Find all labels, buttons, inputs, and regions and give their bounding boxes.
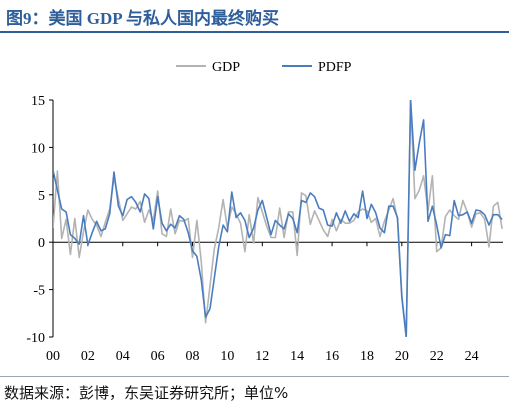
x-tick-label: 12 [255,349,269,364]
x-tick-label: 06 [151,349,165,364]
x-tick-label: 22 [430,349,444,364]
x-tick-label: 08 [186,349,200,364]
x-tick-label: 02 [81,349,95,364]
y-tick-label: -10 [26,331,45,346]
y-tick-label: -5 [33,284,45,299]
x-tick-label: 24 [465,349,479,364]
x-tick-label: 20 [395,349,409,364]
x-tick-label: 16 [325,349,339,364]
chart-legend: GDP PDFP [176,60,352,75]
source-note: 数据来源：彭博，东吴证券研究所；单位% [4,384,289,402]
title-rule [0,31,509,33]
x-tick-label: 00 [46,349,60,364]
y-tick-label: 10 [31,141,45,156]
series-line-pdfp [53,100,503,337]
x-tick-label: 04 [116,349,130,364]
chart-axes: -10 -5 0 5 10 15 00 02 04 06 08 10 12 14 16 18 20 22 24 [26,94,503,364]
line-chart: -10 -5 0 5 10 15 00 02 04 06 08 10 12 14 16 18 20 22 24 GD… [26,60,503,364]
legend-label-gdp: GDP [212,60,240,75]
y-tick-label: 15 [31,94,45,109]
chart-title: 图9：美国 GDP 与私人国内最终购买 [6,9,279,28]
series-layer [53,100,503,337]
x-tick-label: 18 [360,349,374,364]
x-tick-label: 14 [290,349,304,364]
x-tick-label: 10 [220,349,234,364]
y-tick-label: 0 [38,236,45,251]
legend-label-pdfp: PDFP [318,60,352,75]
footer-rule [0,376,509,377]
y-tick-label: 5 [38,189,45,204]
